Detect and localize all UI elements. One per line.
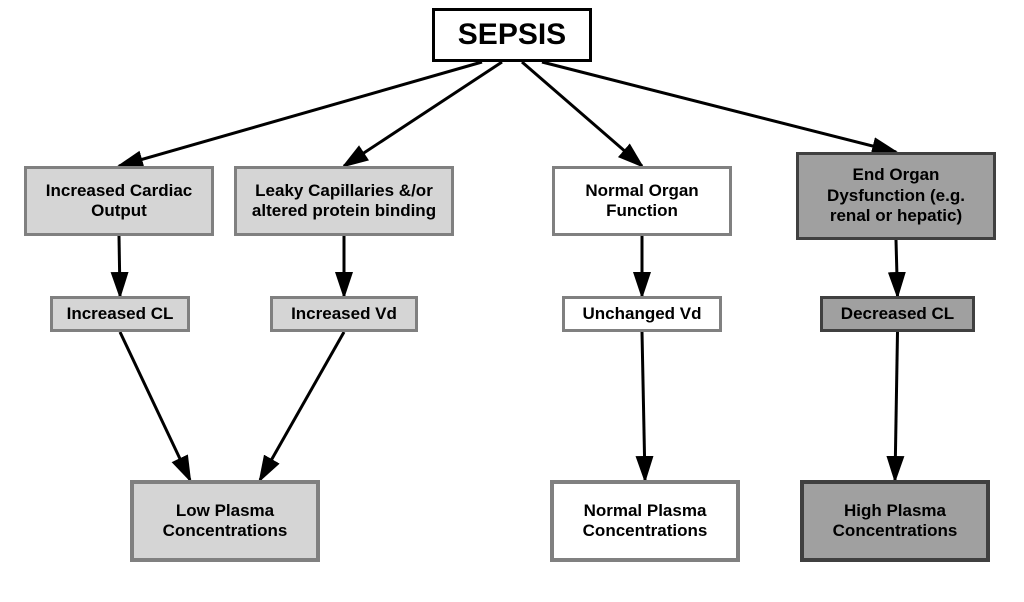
node-label: Leaky Capillaries &/or altered protein b… — [243, 181, 445, 222]
node-label: Unchanged Vd — [582, 304, 701, 324]
node-low-plasma: Low Plasma Concentrations — [130, 480, 320, 562]
node-normal-plasma: Normal Plasma Concentrations — [550, 480, 740, 562]
node-decreased-cl: Decreased CL — [820, 296, 975, 332]
node-label: Increased Vd — [291, 304, 397, 324]
root-node-sepsis: SEPSIS — [432, 8, 592, 62]
node-label: Normal Organ Function — [561, 181, 723, 222]
node-increased-cardiac-output: Increased Cardiac Output — [24, 166, 214, 236]
node-label: End Organ Dysfunction (e.g. renal or hep… — [805, 165, 987, 226]
node-label: High Plasma Concentrations — [810, 501, 980, 542]
node-high-plasma: High Plasma Concentrations — [800, 480, 990, 562]
node-unchanged-vd: Unchanged Vd — [562, 296, 722, 332]
node-label: Increased Cardiac Output — [33, 181, 205, 222]
node-leaky-capillaries: Leaky Capillaries &/or altered protein b… — [234, 166, 454, 236]
node-normal-organ-function: Normal Organ Function — [552, 166, 732, 236]
root-label: SEPSIS — [458, 17, 566, 53]
node-label: Normal Plasma Concentrations — [560, 501, 730, 542]
node-end-organ-dysfunction: End Organ Dysfunction (e.g. renal or hep… — [796, 152, 996, 240]
node-increased-cl: Increased CL — [50, 296, 190, 332]
node-label: Decreased CL — [841, 304, 954, 324]
node-label: Increased CL — [67, 304, 174, 324]
node-increased-vd: Increased Vd — [270, 296, 418, 332]
node-label: Low Plasma Concentrations — [140, 501, 310, 542]
